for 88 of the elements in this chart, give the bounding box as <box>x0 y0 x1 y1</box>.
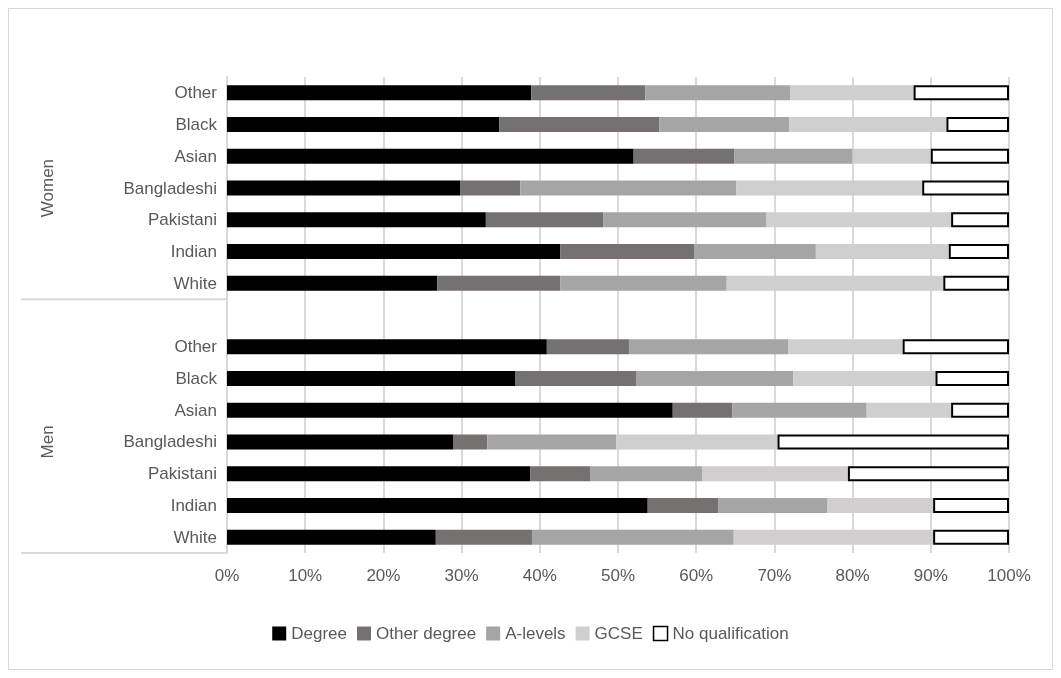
bar <box>951 212 1009 228</box>
bar <box>902 339 1009 355</box>
bar <box>520 180 737 196</box>
y-tick-label: Pakistani <box>148 464 217 484</box>
y-tick-label: Indian <box>170 242 217 262</box>
bar <box>435 529 532 545</box>
x-tick-label: 20% <box>366 566 401 585</box>
bar <box>948 244 1009 260</box>
bar <box>515 370 636 386</box>
bar <box>485 212 604 228</box>
bar <box>227 402 673 418</box>
bar <box>227 434 453 450</box>
bar <box>647 497 719 513</box>
bar <box>227 117 500 133</box>
text: Men <box>37 425 57 459</box>
x-tick-label: 50% <box>600 566 636 585</box>
x-tick-label: 100% <box>987 566 1031 585</box>
bar <box>227 212 486 228</box>
bar <box>499 117 660 133</box>
bar <box>951 402 1009 418</box>
bar <box>590 466 703 482</box>
y-tick-label: White <box>173 273 217 293</box>
y-tick-label: Black <box>175 368 218 388</box>
bar <box>530 466 591 482</box>
y-tick-label: Other <box>174 337 218 357</box>
y-tick-label: Bangladeshi <box>123 432 217 452</box>
bar <box>227 148 634 164</box>
bar <box>935 370 1009 386</box>
bar <box>718 497 828 513</box>
bar <box>930 148 1009 164</box>
bar <box>531 85 646 101</box>
bar <box>546 339 629 355</box>
x-tick-label: 0% <box>214 566 240 585</box>
y-tick-label: Indian <box>170 495 217 515</box>
bar <box>227 339 547 355</box>
y-tick-label: Other <box>174 83 218 103</box>
legend-label: GCSE <box>594 624 643 643</box>
bar <box>933 497 1009 513</box>
bar <box>603 212 767 228</box>
bar <box>453 434 488 450</box>
bar <box>933 529 1009 545</box>
bar <box>560 275 727 291</box>
x-tick-label: 40% <box>522 566 557 585</box>
legend-label: A-levels <box>505 624 566 643</box>
x-tick-label: 80% <box>835 566 870 585</box>
bar <box>227 275 438 291</box>
y-tick-label: Asian <box>174 400 217 420</box>
legend-label: Other degree <box>375 624 477 643</box>
bar <box>659 117 790 133</box>
x-tick-label: 10% <box>288 566 323 585</box>
x-tick-label: 70% <box>757 566 792 585</box>
bar <box>913 85 1009 101</box>
bar <box>847 466 1009 482</box>
bar <box>560 244 695 260</box>
bar <box>732 402 867 418</box>
bar <box>227 244 561 260</box>
bar <box>437 275 561 291</box>
bar <box>531 529 734 545</box>
bar <box>227 180 461 196</box>
bar <box>487 434 617 450</box>
bar <box>460 180 521 196</box>
bar <box>227 85 532 101</box>
bar <box>672 402 733 418</box>
x-tick-label: 90% <box>913 566 948 585</box>
y-tick-label: Asian <box>174 146 217 166</box>
y-tick-label: White <box>173 527 217 547</box>
bar <box>227 497 648 513</box>
bar <box>943 275 1009 291</box>
bar <box>628 339 789 355</box>
bar <box>227 466 531 482</box>
x-tick-label: 30% <box>444 566 479 585</box>
bar <box>227 529 436 545</box>
bar <box>645 85 791 101</box>
x-tick-label: 60% <box>679 566 714 585</box>
text: Women <box>37 158 57 218</box>
bar <box>946 117 1009 133</box>
bar <box>635 370 794 386</box>
y-tick-label: Pakistani <box>148 210 217 230</box>
legend-label: Degree <box>291 624 347 643</box>
bar <box>633 148 735 164</box>
bar <box>694 244 816 260</box>
bar <box>922 180 1009 196</box>
bar <box>227 370 516 386</box>
bar <box>734 148 853 164</box>
bar <box>777 434 1009 450</box>
legend-label: No qualification <box>672 624 789 643</box>
y-tick-label: Black <box>175 115 218 135</box>
y-tick-label: Bangladeshi <box>123 178 217 198</box>
